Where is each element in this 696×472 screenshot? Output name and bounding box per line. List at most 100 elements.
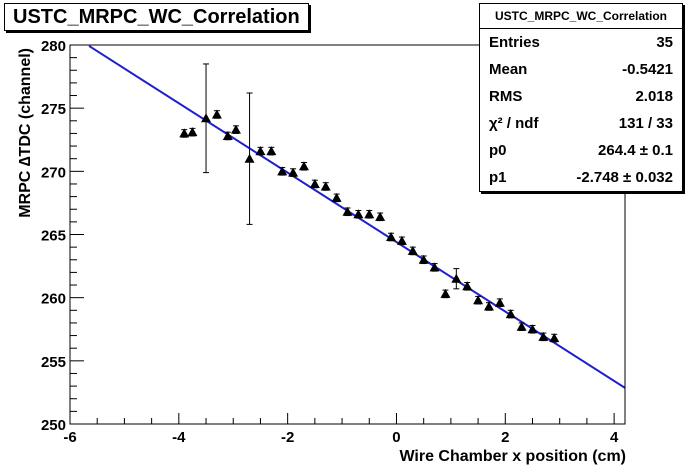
triangle-marker [222, 130, 233, 140]
stats-row-chi2: χ² / ndf 131 / 33 [480, 110, 682, 137]
triangle-marker [187, 127, 198, 137]
data-point [527, 324, 538, 334]
data-point [288, 167, 299, 177]
stats-value: 35 [656, 34, 673, 51]
triangle-marker [201, 113, 212, 123]
data-point [211, 109, 222, 119]
triangle-marker [462, 281, 473, 291]
stats-label: RMS [489, 88, 523, 105]
x-tick-label: -2 [281, 429, 294, 446]
triangle-marker [342, 206, 353, 216]
y-tick-label: 265 [41, 228, 66, 245]
triangle-marker [179, 128, 190, 138]
triangle-marker [429, 262, 440, 272]
x-tick-label: -6 [63, 429, 76, 446]
stats-value: -0.5421 [622, 61, 673, 78]
stats-row-mean: Mean -0.5421 [480, 56, 682, 83]
triangle-marker [288, 167, 299, 177]
data-point [375, 211, 386, 222]
data-point [407, 245, 418, 256]
data-point [396, 235, 407, 246]
stats-row-p1: p1 -2.748 ± 0.032 [480, 164, 682, 191]
triangle-marker [396, 235, 407, 245]
x-tick-label: 2 [501, 429, 509, 446]
data-point [429, 262, 440, 272]
triangle-marker [494, 297, 505, 307]
data-point [331, 192, 342, 203]
stats-value: 131 / 33 [618, 115, 673, 132]
data-point [309, 178, 320, 189]
data-point [418, 254, 429, 265]
stats-label: Mean [489, 61, 528, 78]
stats-row-rms: RMS 2.018 [480, 83, 682, 110]
x-tick-label: 4 [610, 429, 619, 446]
x-axis-label: Wire Chamber x position (cm) [399, 448, 626, 465]
data-point [244, 92, 255, 225]
triangle-marker [418, 254, 429, 264]
triangle-marker [451, 273, 462, 283]
y-tick-label: 250 [41, 417, 66, 434]
data-point [353, 209, 364, 219]
data-point [255, 146, 266, 156]
data-point [342, 206, 353, 217]
data-point [266, 146, 277, 156]
data-point [277, 166, 288, 176]
y-tick-label: 260 [41, 291, 66, 308]
triangle-marker [298, 161, 309, 171]
triangle-marker [386, 232, 397, 242]
data-point [386, 232, 397, 242]
stats-box: USTC_MRPC_WC_Correlation Entries 35 Mean… [479, 3, 683, 192]
triangle-marker [266, 146, 277, 156]
axes-layer: -6 -4 -2 0 2 4 250 255 260 265 270 275 280 [41, 38, 626, 446]
stats-value: 264.4 ± 0.1 [598, 142, 673, 159]
data-point [462, 281, 473, 291]
data-point [538, 331, 549, 342]
stats-label: χ² / ndf [489, 115, 539, 132]
stats-label: Entries [489, 34, 540, 51]
triangle-marker [230, 124, 241, 134]
data-point [364, 209, 375, 219]
data-point [549, 333, 560, 343]
triangle-marker [353, 209, 364, 219]
data-point [483, 301, 494, 311]
stats-row-p0: p0 264.4 ± 0.1 [480, 137, 682, 164]
data-point [473, 295, 484, 305]
triangle-marker [277, 166, 288, 176]
stats-label: p1 [489, 169, 507, 186]
data-points-layer [179, 63, 560, 343]
data-point [201, 63, 212, 174]
triangle-marker [309, 178, 320, 188]
stats-box-title: USTC_MRPC_WC_Correlation [480, 4, 682, 29]
triangle-marker [255, 146, 266, 156]
data-point [222, 130, 233, 141]
triangle-marker [483, 301, 494, 311]
data-point [320, 181, 331, 191]
triangle-marker [407, 245, 418, 255]
y-tick-label: 270 [41, 164, 66, 181]
stats-label: p0 [489, 142, 507, 159]
triangle-marker [505, 309, 516, 319]
stats-value: -2.748 ± 0.032 [576, 169, 673, 186]
triangle-marker [440, 288, 451, 298]
x-tick-label: 0 [392, 429, 400, 446]
data-point [451, 268, 462, 290]
stats-value: 2.018 [635, 88, 673, 105]
x-tick-label: -4 [172, 429, 186, 446]
triangle-marker [538, 331, 549, 341]
data-point [494, 297, 505, 308]
data-point [298, 161, 309, 171]
y-tick-label: 255 [41, 354, 66, 371]
data-point [187, 127, 198, 137]
triangle-marker [516, 321, 527, 331]
data-point [505, 309, 516, 319]
triangle-marker [375, 211, 386, 221]
data-point [179, 128, 190, 138]
triangle-marker [331, 192, 342, 202]
triangle-marker [320, 181, 331, 191]
triangle-marker [527, 324, 538, 334]
data-point [516, 321, 527, 332]
triangle-marker [364, 209, 375, 219]
triangle-marker [211, 109, 222, 119]
y-tick-label: 280 [41, 38, 66, 55]
